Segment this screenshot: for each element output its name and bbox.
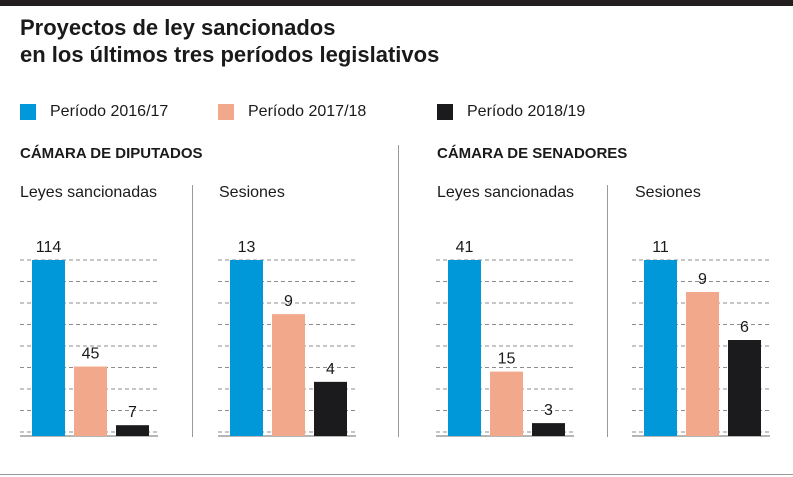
data-label-3-2: 15 [498, 351, 516, 368]
legend-item-2016: Período 2016/17 [20, 100, 168, 124]
bar-2-2 [272, 314, 305, 436]
panel-title-senadores-sesiones: Sesiones [635, 184, 701, 201]
bar-2-3 [314, 381, 347, 436]
bar-panel-4: 11 9 6 [632, 239, 770, 437]
bar-panel-3: 41 15 3 [436, 239, 574, 437]
legend-label-2017: Período 2017/18 [248, 103, 367, 120]
data-label-4-1: 11 [652, 239, 669, 256]
data-label-3-3: 3 [544, 402, 553, 419]
bar-4-3 [728, 340, 761, 436]
title-line-2: en los últimos tres períodos legislativo… [20, 42, 440, 67]
data-label-3-1: 41 [456, 239, 474, 256]
bar-3-1 [448, 260, 481, 436]
data-label-1-1: 114 [36, 239, 62, 256]
legend-item-2018: Período 2018/19 [437, 100, 585, 124]
data-label-1-3: 7 [128, 404, 137, 421]
data-label-2-3: 4 [326, 361, 335, 378]
legend-label-2016: Período 2016/17 [50, 103, 169, 120]
data-label-2-2: 9 [284, 293, 293, 310]
chamber-title-senadores: CÁMARA DE SENADORES [437, 145, 628, 162]
bar-4-1 [644, 260, 677, 436]
bar-panel-1: 114 45 7 [20, 239, 158, 437]
bar-1-2 [74, 366, 107, 436]
bottom-rule [0, 474, 793, 475]
legend-swatch-2016 [20, 104, 36, 120]
legend: Período 2016/17 Período 2017/18 Período … [0, 100, 793, 124]
page-title: Proyectos de ley sancionados en los últi… [20, 14, 439, 68]
panel-divider-diputados [192, 185, 193, 437]
top-bar [0, 0, 793, 6]
legend-label-2018: Período 2018/19 [467, 103, 586, 120]
panel-title-senadores-leyes: Leyes sancionadas [437, 184, 574, 201]
panel-divider-senadores [607, 185, 608, 437]
panel-title-diputados-sesiones: Sesiones [219, 184, 285, 201]
legend-swatch-2018 [437, 104, 453, 120]
legend-swatch-2017 [218, 104, 234, 120]
bar-3-2 [490, 371, 523, 436]
legend-item-2017: Período 2017/18 [218, 100, 366, 124]
data-label-1-2: 45 [82, 346, 100, 363]
bar-3-3 [532, 423, 565, 436]
bar-1-3 [116, 425, 149, 436]
chamber-divider [398, 145, 399, 437]
bar-1-1 [32, 260, 65, 436]
data-label-2-1: 13 [238, 239, 256, 256]
panel-title-diputados-leyes: Leyes sancionadas [20, 184, 157, 201]
data-label-4-2: 9 [698, 271, 707, 288]
title-line-1: Proyectos de ley sancionados [20, 15, 336, 40]
bar-2-1 [230, 260, 263, 436]
data-label-4-3: 6 [740, 319, 749, 336]
bar-4-2 [686, 292, 719, 436]
bar-panel-2: 13 9 4 [218, 239, 356, 437]
chamber-title-diputados: CÁMARA DE DIPUTADOS [20, 145, 203, 162]
